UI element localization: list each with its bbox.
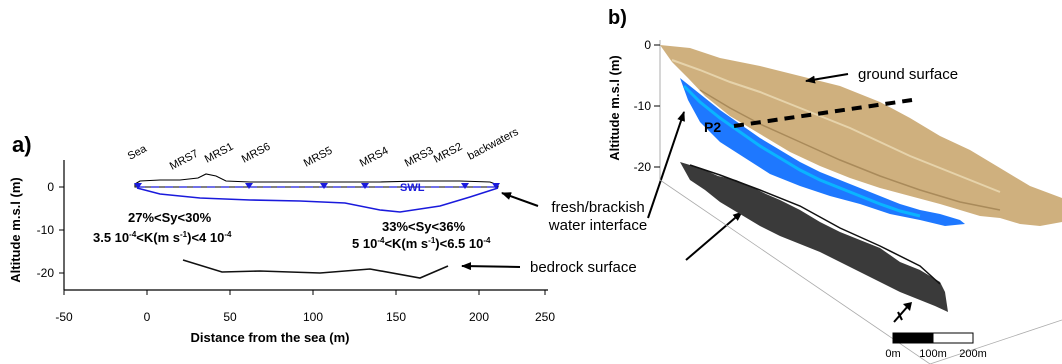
x-tick-label: -50 (55, 310, 73, 324)
ground-surface-highlight (671, 59, 1001, 193)
x-tick-label: 50 (223, 310, 237, 324)
fresh-right-arrow (647, 111, 685, 219)
site-label-mrs7: MRS7 (168, 148, 201, 173)
scale-bar-segment-dark (892, 332, 934, 344)
bedrock-annotation: bedrock surface (530, 259, 637, 276)
ground-surface-3d (660, 45, 1062, 226)
x-ticks: -50 0 50 100 150 200 250 (55, 290, 555, 324)
water-level-marker (461, 183, 469, 189)
left-k-text: 3.5 10-4<K(m s-1)<4 10-4 (93, 230, 232, 245)
ground-surface-shade (699, 89, 1001, 211)
panel-b-label: b) (608, 7, 627, 29)
y-tick-label: -20 (37, 266, 55, 280)
water-level-marker (361, 183, 369, 189)
water-level-marker (320, 183, 328, 189)
panel-b-y-ticks: 0 -10 -20 (634, 38, 660, 174)
site-label-mrs3: MRS3 (403, 145, 436, 170)
scale-bar: 0m 100m 200m (885, 332, 987, 360)
x-tick-label: 150 (386, 310, 406, 324)
x-tick-label: 250 (535, 310, 555, 324)
fresh-brackish-interface-surface (680, 78, 965, 226)
bedrock-line (182, 259, 449, 279)
ground-surface-annotation: ground surface (858, 66, 958, 83)
y-tick-label: -20 (634, 160, 652, 174)
panel-b: b) 0 -10 -20 Altitude m.s.l (m) ground s… (607, 7, 1062, 364)
y-ticks: 0 -10 -20 (37, 180, 64, 280)
scale-label-100: 100m (919, 348, 947, 360)
right-k-text: 5 10-4<K(m s-1)<6.5 10-4 (352, 236, 491, 251)
y-tick-label: -10 (634, 99, 652, 113)
site-label-mrs2: MRS2 (432, 141, 465, 166)
y-tick-label: 0 (47, 180, 54, 194)
fresh-brackish-annotation-line1: fresh/brackish (551, 199, 644, 216)
interface-highlight (682, 84, 921, 218)
scale-bar-segment-light (932, 332, 974, 344)
right-sy-text: 33%<Sy<36% (382, 219, 466, 234)
panel-a: a) 0 -10 -20 -50 0 50 100 150 200 (8, 126, 555, 345)
x-axis-title: Distance from the sea (m) (191, 330, 350, 345)
water-level-marker (134, 183, 142, 189)
x-tick-label: 100 (303, 310, 323, 324)
water-level-marker (492, 183, 500, 189)
x-tick-label: 200 (469, 310, 489, 324)
site-labels: Sea MRS7 MRS1 MRS6 MRS5 MRS4 MRS3 MRS2 b… (126, 126, 521, 173)
box-frame-line (659, 179, 931, 364)
panel-a-label: a) (12, 132, 32, 157)
site-label-mrs5: MRS5 (302, 145, 335, 170)
water-level-marker (245, 183, 253, 189)
y-tick-label: 0 (644, 38, 651, 52)
bedrock-left-arrow (461, 262, 521, 271)
annotations: fresh/brackish water interface bedrock s… (461, 111, 743, 276)
x-tick-label: 0 (144, 310, 151, 324)
profile-p2-line (733, 98, 913, 128)
site-label-mrs6: MRS6 (240, 141, 273, 166)
fresh-brackish-annotation-line2: water interface (548, 217, 647, 234)
profile-p2-label: P2 (704, 119, 721, 135)
left-sy-text: 27%<Sy<30% (128, 210, 212, 225)
north-arrow-icon (893, 302, 912, 323)
y-axis-title: Altitude m.s.l (m) (8, 177, 23, 282)
scale-label-200: 200m (959, 348, 987, 360)
ground-surface-line (134, 173, 499, 188)
ground-surface-arrow (805, 73, 849, 84)
bedrock-right-arrow (685, 211, 743, 261)
box-frame-line (929, 319, 1062, 364)
panel-b-y-axis-title: Altitude m.s.l (m) (607, 55, 622, 160)
fresh-left-arrow (501, 192, 539, 207)
bedrock-surface-ridge (689, 164, 941, 285)
left-zone-parameters: 27%<Sy<30% 3.5 10-4<K(m s-1)<4 10-4 (93, 210, 232, 245)
y-tick-label: -10 (37, 223, 55, 237)
bedrock-surface-3d (680, 162, 948, 312)
site-label-mrs1: MRS1 (203, 141, 236, 166)
scale-label-0: 0m (885, 348, 900, 360)
site-label-backwaters: backwaters (466, 126, 521, 163)
site-label-mrs4: MRS4 (358, 145, 391, 170)
fresh-brackish-interface-line (136, 187, 499, 213)
water-level-markers (134, 183, 500, 189)
swl-label: SWL (400, 182, 425, 194)
site-label-sea: Sea (126, 142, 150, 162)
right-zone-parameters: 33%<Sy<36% 5 10-4<K(m s-1)<6.5 10-4 (352, 219, 491, 251)
